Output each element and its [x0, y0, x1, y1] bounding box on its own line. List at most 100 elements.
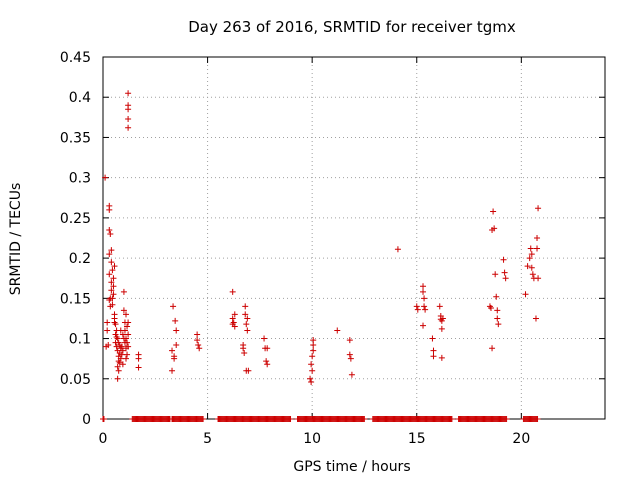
y-tick-label: 0.05 [60, 372, 91, 388]
data-point [106, 251, 113, 258]
data-point [347, 355, 354, 362]
data-point [123, 355, 130, 362]
data-point [109, 295, 116, 302]
data-point [535, 275, 542, 282]
y-tick-labels: 0 0.05 0.1 0.15 0.2 0.25 0.3 0.35 0.4 0.45 [60, 50, 91, 428]
y-axis-label: SRMTID / TECUs [8, 183, 24, 296]
data-point [194, 337, 201, 344]
data-point [494, 307, 501, 314]
data-point [436, 303, 443, 310]
data-point [125, 115, 132, 122]
data-point [114, 335, 121, 342]
data-point [104, 319, 111, 326]
data-point [121, 327, 128, 334]
data-point [438, 354, 445, 361]
data-point [108, 259, 115, 266]
data-point [527, 245, 534, 252]
data-point [310, 347, 317, 354]
data-point [171, 353, 178, 360]
data-point [429, 335, 436, 342]
data-point [310, 341, 317, 348]
data-point [430, 353, 437, 360]
data-point [243, 321, 250, 328]
y-tick-label: 0.1 [69, 332, 91, 348]
data-point [194, 331, 201, 338]
data-point [135, 355, 142, 362]
data-point [124, 323, 131, 330]
data-point [107, 230, 114, 237]
data-point [110, 275, 117, 282]
data-point [125, 343, 132, 350]
data-point [113, 343, 120, 350]
data-point [242, 311, 249, 318]
data-point [308, 361, 315, 368]
y-tick-label: 0.35 [60, 130, 91, 146]
data-point [348, 371, 355, 378]
data-point [528, 264, 535, 271]
data-point [118, 351, 125, 358]
data-point [492, 271, 499, 278]
data-point [307, 375, 314, 382]
y-tick-label: 0.25 [60, 211, 91, 227]
data-point [231, 323, 238, 330]
data-point [334, 327, 341, 334]
data-point [114, 375, 121, 382]
data-point [195, 341, 202, 348]
data-point [528, 251, 535, 258]
y-tick-label: 0 [82, 412, 91, 428]
data-point [430, 347, 437, 354]
data-point [115, 367, 122, 374]
data-point [439, 315, 446, 322]
data-point [173, 341, 180, 348]
data-point [522, 291, 529, 298]
x-axis-label: GPS time / hours [293, 459, 410, 475]
data-point [309, 367, 316, 374]
data-point [503, 416, 510, 422]
data-point [120, 307, 127, 314]
data-point [491, 225, 498, 232]
data-point [422, 306, 429, 313]
data-point [495, 321, 502, 328]
data-point [494, 315, 501, 322]
data-point [169, 347, 176, 354]
data-point [488, 304, 495, 311]
data-point [119, 347, 126, 354]
data-point [526, 255, 533, 262]
data-point [245, 367, 252, 374]
data-point [534, 416, 541, 422]
data-point [119, 331, 126, 338]
data-point [361, 416, 368, 422]
y-tick-label: 0.45 [60, 50, 91, 66]
x-tick-label: 20 [512, 431, 530, 447]
data-point [106, 226, 113, 233]
data-point [242, 303, 249, 310]
data-point [420, 283, 427, 290]
data-point [524, 263, 531, 270]
data-point [110, 283, 117, 290]
data-point [490, 208, 497, 215]
data-point [535, 205, 542, 212]
data-point [394, 246, 401, 253]
data-point [106, 271, 113, 278]
data-point [448, 416, 455, 422]
data-point [112, 321, 119, 328]
data-point [109, 267, 116, 274]
data-point [438, 325, 445, 332]
data-point [264, 361, 271, 368]
data-point [169, 367, 176, 374]
data-points [100, 90, 542, 422]
data-point [420, 322, 427, 329]
data-point [346, 351, 353, 358]
data-point [200, 416, 207, 422]
data-point [102, 174, 109, 181]
data-point [100, 416, 107, 422]
data-point [120, 288, 127, 295]
data-point [261, 335, 268, 342]
y-tick-label: 0.3 [69, 171, 91, 187]
data-point [413, 303, 420, 310]
data-point [108, 279, 115, 286]
data-point [109, 301, 116, 308]
data-point [230, 319, 237, 326]
